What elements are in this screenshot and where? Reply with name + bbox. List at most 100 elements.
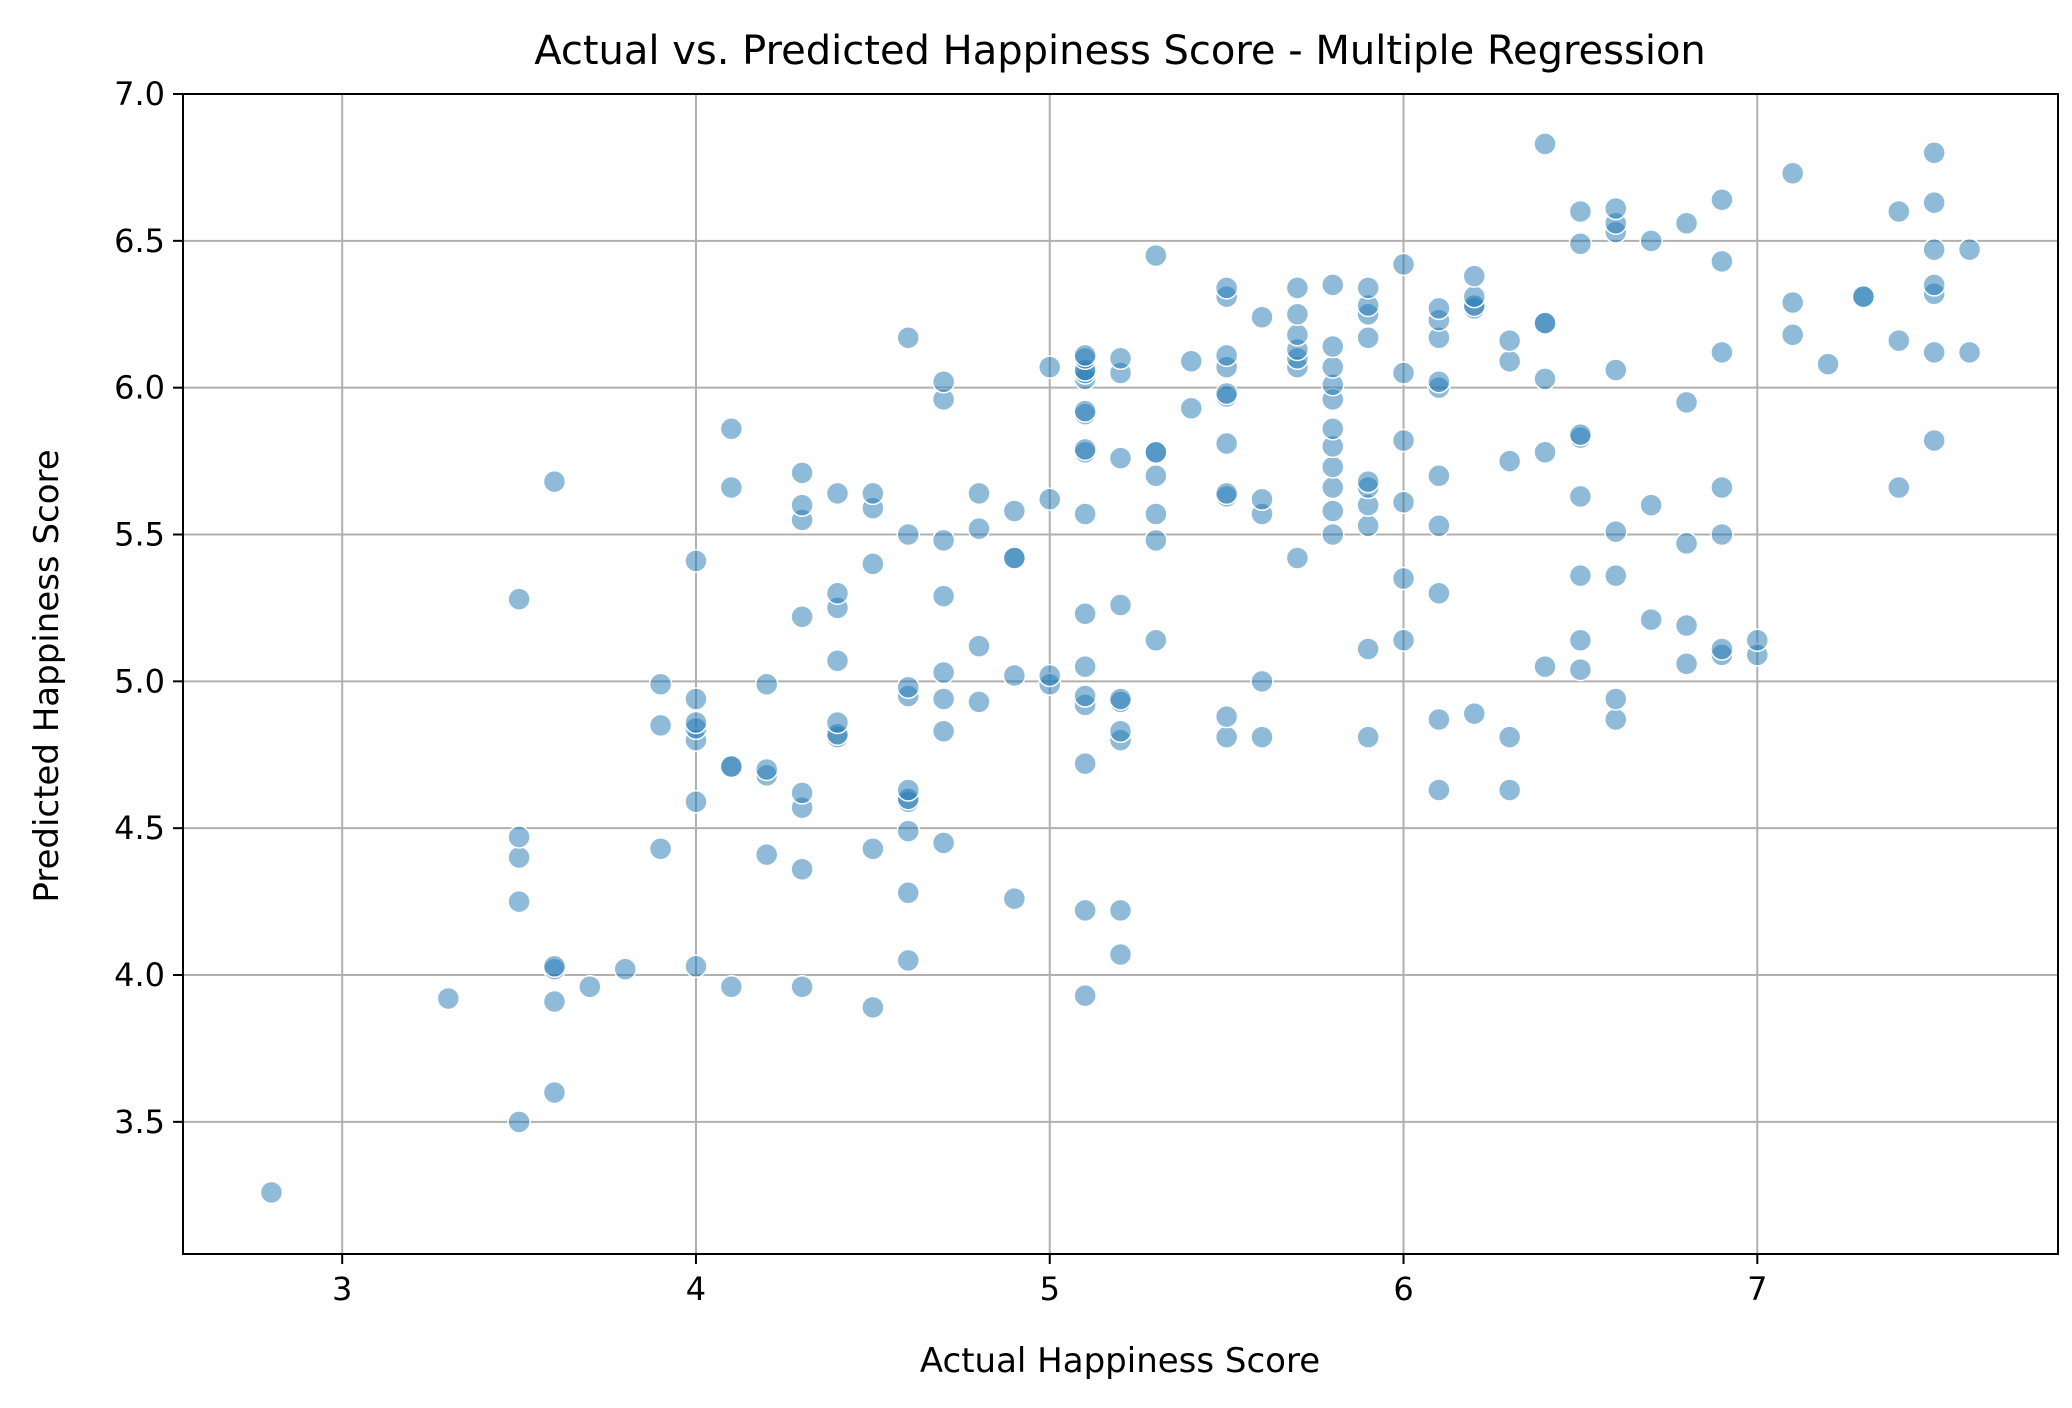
x-tick-label: 3	[332, 1270, 352, 1308]
data-point	[1285, 302, 1310, 327]
data-point	[1214, 343, 1239, 368]
data-point	[1427, 513, 1451, 538]
data-point	[1604, 196, 1628, 221]
data-point	[542, 989, 567, 1014]
data-point	[1073, 437, 1097, 462]
data-point	[1497, 778, 1522, 802]
data-point	[1108, 942, 1133, 967]
data-point	[1604, 519, 1628, 544]
data-point	[1356, 325, 1380, 350]
data-point	[1321, 355, 1345, 379]
data-point	[861, 552, 885, 576]
y-tick-label: 5.0	[114, 662, 165, 700]
data-point	[1462, 264, 1487, 288]
data-point	[1321, 499, 1345, 523]
axis-ticks: 3 4 5 6 7 3.5 4.0 4.5 5.0 5.5 6.0 6.5 7.0	[114, 75, 1767, 1308]
data-point	[1391, 252, 1416, 277]
chart-title: Actual vs. Predicted Happiness Score - M…	[534, 28, 1706, 74]
data-point	[1073, 399, 1097, 423]
y-tick-label: 3.5	[114, 1103, 165, 1141]
data-point	[896, 881, 920, 905]
data-point	[684, 710, 708, 735]
data-point	[613, 957, 637, 981]
data-point	[1002, 546, 1027, 570]
data-point	[967, 481, 991, 506]
data-point	[1214, 481, 1239, 506]
data-point	[1639, 607, 1663, 632]
data-point	[1427, 464, 1451, 488]
data-point	[1250, 305, 1274, 329]
data-point	[1604, 707, 1628, 732]
data-point	[790, 975, 814, 999]
data-point	[1321, 522, 1345, 547]
data-point	[1427, 370, 1451, 394]
data-point	[1533, 132, 1557, 156]
data-point	[896, 819, 920, 843]
data-point	[931, 584, 956, 608]
data-point	[1710, 637, 1734, 661]
data-point	[507, 889, 531, 914]
data-point	[1427, 707, 1451, 732]
data-point	[1887, 328, 1911, 353]
data-point	[1391, 361, 1416, 385]
data-point	[1321, 455, 1345, 479]
data-point	[1568, 199, 1593, 224]
data-point	[931, 719, 956, 744]
data-point	[1108, 687, 1133, 711]
data-point	[1108, 719, 1133, 744]
data-point	[1710, 187, 1734, 212]
data-point	[1356, 513, 1380, 538]
data-point	[896, 325, 920, 350]
data-point	[578, 975, 602, 999]
data-point	[1321, 334, 1345, 359]
data-point	[1957, 340, 1982, 365]
data-point	[1497, 725, 1522, 749]
data-point	[1002, 886, 1027, 911]
data-point	[931, 370, 956, 394]
data-point	[790, 493, 814, 517]
data-point	[1073, 602, 1097, 626]
data-point	[896, 778, 920, 802]
data-point	[1533, 440, 1557, 465]
data-point	[542, 469, 567, 494]
data-point	[790, 604, 814, 629]
data-point	[1497, 349, 1522, 373]
data-point	[1391, 428, 1416, 453]
data-point	[1321, 475, 1345, 500]
data-point	[1108, 346, 1133, 371]
data-point	[1887, 475, 1911, 500]
data-point	[684, 687, 708, 711]
data-point	[1073, 751, 1097, 776]
data-point	[719, 475, 744, 500]
data-point	[1674, 613, 1699, 638]
data-point	[1674, 390, 1699, 415]
data-point	[825, 710, 850, 735]
data-point	[1568, 657, 1593, 682]
data-point	[1780, 323, 1805, 347]
data-point	[754, 672, 779, 697]
data-point	[1922, 140, 1946, 165]
data-point	[1073, 654, 1097, 679]
data-point	[507, 587, 531, 611]
data-point	[1250, 725, 1274, 749]
data-point	[436, 986, 461, 1011]
data-point	[1568, 563, 1593, 588]
data-point	[1214, 276, 1239, 300]
data-point	[1816, 352, 1840, 376]
plot-frame	[182, 93, 2059, 1255]
data-point	[1285, 323, 1310, 347]
data-point	[1533, 367, 1557, 391]
data-point	[1356, 637, 1380, 661]
data-point	[1037, 487, 1062, 512]
data-point	[648, 713, 673, 738]
data-point	[1144, 440, 1168, 465]
data-point	[1497, 449, 1522, 473]
data-point	[1391, 566, 1416, 591]
data-point	[1356, 276, 1380, 300]
data-point	[684, 789, 708, 814]
data-point	[1285, 546, 1310, 570]
data-point	[1214, 725, 1239, 749]
data-point	[719, 417, 744, 441]
data-point	[719, 754, 744, 779]
data-point	[896, 948, 920, 973]
